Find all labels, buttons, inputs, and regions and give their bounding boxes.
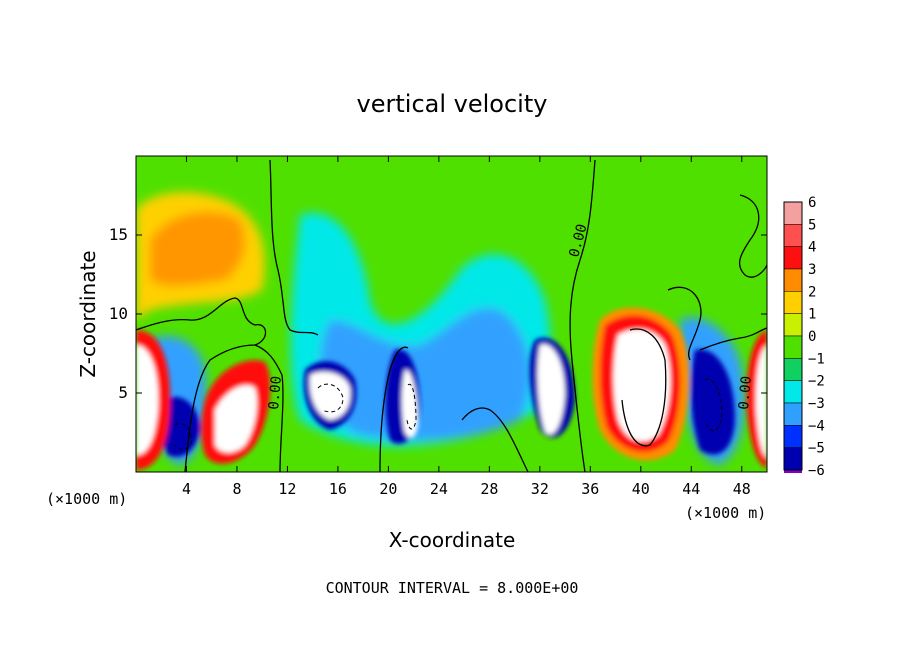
colorbar-label: 4 xyxy=(808,240,816,256)
negative-core-center xyxy=(320,308,531,440)
updraft-right-edge-core xyxy=(755,345,767,458)
colorbar-label: −2 xyxy=(808,374,825,390)
zero-contour-x12 xyxy=(254,344,284,472)
colorbar-swatch xyxy=(783,447,803,471)
colorbar-swatch xyxy=(783,425,803,448)
zero-contour-x20 xyxy=(379,346,409,472)
zero-contour-x46 xyxy=(738,194,767,278)
colorbar-label: −1 xyxy=(808,351,825,367)
positive-core-upper-left xyxy=(150,211,245,286)
colorbar-label: 1 xyxy=(808,307,816,323)
colorbar-swatch xyxy=(784,470,802,473)
y-axis-label: Z-coordinate xyxy=(76,250,100,377)
colorbar-swatch xyxy=(783,380,803,404)
x-tick-label: 16 xyxy=(329,480,347,498)
x-tick-label: 32 xyxy=(531,480,549,498)
x-tick-label: 28 xyxy=(480,480,498,498)
x-axis-label: X-coordinate xyxy=(389,528,516,552)
footer-contour-interval: CONTOUR INTERVAL = 8.000E+00 xyxy=(326,579,579,597)
zero-contour-x30 xyxy=(461,407,529,472)
updraft-x8-core xyxy=(215,385,257,453)
neg-contour-x46 xyxy=(704,378,723,432)
colorbar-swatch xyxy=(783,313,803,337)
negative-contour-lines xyxy=(174,378,723,450)
contour-label-1: 0.00 xyxy=(266,375,285,410)
colorbar-swatch xyxy=(783,358,803,381)
updraft-left-edge-core xyxy=(136,345,159,455)
zero-contour-x9 xyxy=(269,159,319,336)
contour-lines xyxy=(136,159,767,472)
x-tick-label: 44 xyxy=(682,480,700,498)
colorbar-label: −3 xyxy=(808,396,825,412)
colorbar-swatch xyxy=(783,268,803,292)
x-unit-label-right: (×1000 m) xyxy=(685,504,766,522)
colorbar-label: −5 xyxy=(808,441,825,457)
neg-contour-x14 xyxy=(317,383,344,413)
contour-label-2: 0.00 xyxy=(736,375,755,410)
x-tick-label: 12 xyxy=(278,480,296,498)
zero-contour-left-low xyxy=(136,297,267,472)
chart-title: vertical velocity xyxy=(357,90,548,118)
colorbar-label: −6 xyxy=(808,463,825,479)
colorbar-swatch xyxy=(783,246,803,270)
colorbar-swatch xyxy=(783,402,803,426)
x-tick-label: 40 xyxy=(632,480,650,498)
colorbar-swatch xyxy=(783,335,803,359)
colorbar-label: 0 xyxy=(808,329,816,345)
colorbar-label: −4 xyxy=(808,418,825,434)
zero-contour-x38 xyxy=(667,286,702,361)
neg-contour-x4 xyxy=(174,423,193,450)
strong-negative-right-b xyxy=(690,349,735,455)
colorbar-label: 2 xyxy=(808,284,816,300)
x-tick-label: 8 xyxy=(232,480,241,498)
updraft-x34 xyxy=(537,344,565,435)
y-tick-label: 15 xyxy=(109,225,128,244)
colorbar-frame xyxy=(783,201,803,471)
zero-contour-x40-low xyxy=(621,328,667,447)
y-axis: 5 10 15 xyxy=(109,225,767,402)
neg-contour-x21 xyxy=(406,383,417,430)
colorbar-swatch xyxy=(783,224,803,247)
x-unit-label-left: (×1000 m) xyxy=(46,490,127,508)
updraft-x21 xyxy=(401,369,418,438)
y-tick-label: 10 xyxy=(109,304,128,323)
x-tick-label: 20 xyxy=(379,480,397,498)
colorbar-label: 3 xyxy=(808,262,816,278)
x-tick-label: 4 xyxy=(182,480,191,498)
x-tick-label: 48 xyxy=(733,480,751,498)
strong-negative-left xyxy=(161,396,200,457)
zero-contour-x44 xyxy=(699,327,767,351)
y-tick-label: 5 xyxy=(118,383,128,402)
updraft-x40-core xyxy=(613,329,671,442)
colorbar: 6 5 4 3 2 1 0 −1 −2 −3 −4 −5 −6 xyxy=(783,195,825,479)
x-tick-label: 36 xyxy=(581,480,599,498)
colorbar-swatch xyxy=(783,291,803,314)
colorbar-label: 5 xyxy=(808,217,816,233)
heatmap-field: 0.00 0.00 0.00 xyxy=(136,156,767,472)
colorbar-swatch xyxy=(783,201,803,225)
colorbar-label: 6 xyxy=(808,195,816,211)
x-axis: 4 8 12 16 20 24 28 32 36 40 44 48 xyxy=(182,156,751,498)
zero-contour-x28 xyxy=(569,159,596,472)
x-tick-label: 24 xyxy=(430,480,448,498)
